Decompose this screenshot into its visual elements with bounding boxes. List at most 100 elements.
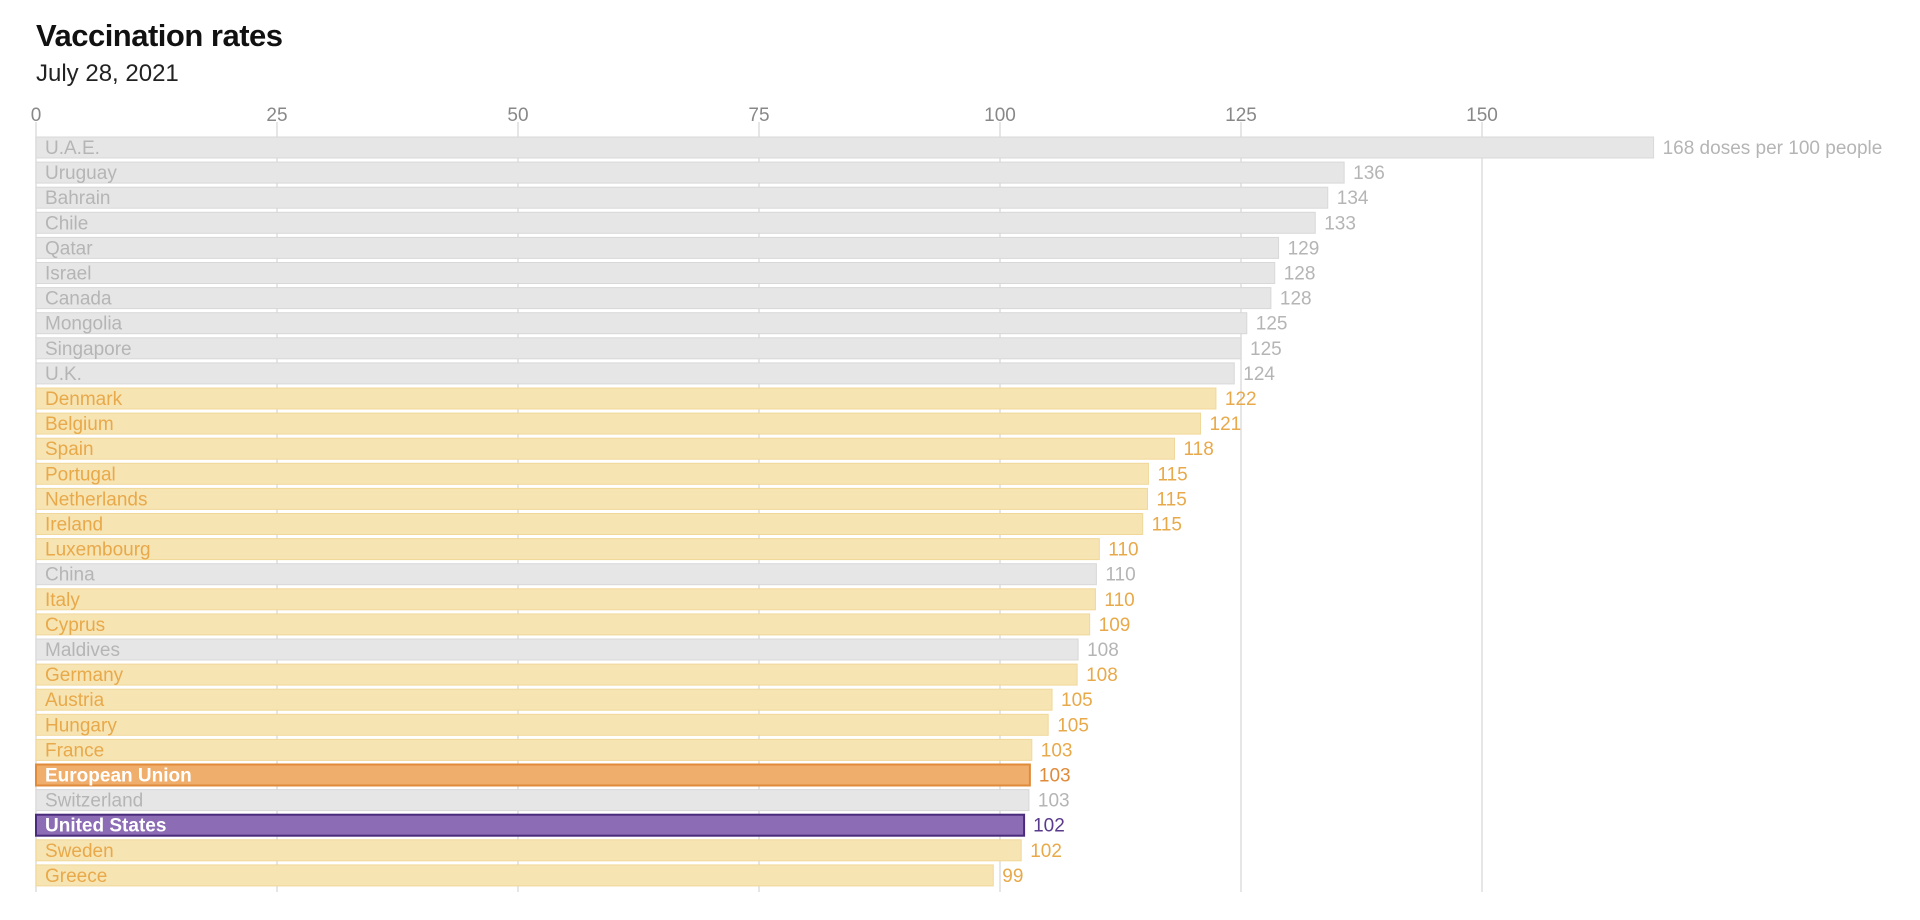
value-label: 102 <box>1030 841 1062 862</box>
value-label: 128 <box>1284 264 1316 285</box>
category-label: Singapore <box>45 339 132 360</box>
category-label: China <box>45 565 95 586</box>
value-label: 102 <box>1033 816 1065 837</box>
category-label: Qatar <box>45 238 93 259</box>
category-label: Luxembourg <box>45 540 151 561</box>
label-layer: U.A.E. 168 doses per 100 people Uruguay 136… <box>45 138 1882 887</box>
category-label: European Union <box>45 766 192 787</box>
value-label: 136 <box>1353 163 1385 184</box>
value-label: 108 <box>1087 640 1119 661</box>
value-label: 128 <box>1280 289 1312 310</box>
category-label: United States <box>45 816 166 837</box>
bar-denmark <box>35 387 1217 410</box>
bar-canada <box>35 287 1272 310</box>
value-label: 108 <box>1086 665 1118 686</box>
bar-greece <box>35 864 994 887</box>
chart-subtitle: July 28, 2021 <box>36 60 179 87</box>
category-label: Canada <box>45 289 112 310</box>
category-label: Chile <box>45 213 88 234</box>
category-label: Hungary <box>45 715 117 736</box>
bar-germany <box>35 663 1078 686</box>
category-label: Portugal <box>45 464 116 485</box>
category-label: Germany <box>45 665 124 686</box>
value-label: 122 <box>1225 389 1257 410</box>
bar-u-a-e <box>35 136 1655 159</box>
bar-portugal <box>35 462 1149 485</box>
value-label: 99 <box>1002 866 1023 887</box>
value-label: 109 <box>1099 615 1131 636</box>
bar-hungary <box>35 713 1049 736</box>
value-label: 110 <box>1108 540 1138 561</box>
bar-belgium <box>35 412 1202 435</box>
category-label: Bahrain <box>45 188 111 209</box>
value-label: 115 <box>1156 489 1186 510</box>
category-label: Austria <box>45 690 105 711</box>
bar-maldives <box>35 638 1079 661</box>
value-label: 121 <box>1210 414 1242 435</box>
value-label: 134 <box>1337 188 1369 209</box>
value-label: 105 <box>1061 690 1093 711</box>
x-tick-label: 125 <box>1225 105 1257 126</box>
bar-singapore <box>35 337 1242 360</box>
bar-france <box>35 738 1033 761</box>
value-label: 103 <box>1039 766 1071 787</box>
x-tick-label: 0 <box>31 105 42 126</box>
value-label: 168 doses per 100 people <box>1663 138 1883 159</box>
category-label: U.K. <box>45 364 82 385</box>
category-label: Israel <box>45 264 91 285</box>
value-label: 129 <box>1288 238 1320 259</box>
value-label: 110 <box>1105 565 1135 586</box>
bar-u-k <box>35 362 1235 385</box>
x-tick-label: 50 <box>507 105 528 126</box>
value-label: 115 <box>1152 515 1182 536</box>
bar-netherlands <box>35 487 1148 510</box>
category-label: Belgium <box>45 414 114 435</box>
bar-cyprus <box>35 613 1091 636</box>
category-label: Ireland <box>45 515 103 536</box>
category-label: U.A.E. <box>45 138 100 159</box>
bar-layer <box>35 136 1655 887</box>
category-label: Switzerland <box>45 791 143 812</box>
value-label: 105 <box>1057 715 1089 736</box>
bar-sweden <box>35 839 1022 862</box>
bar-european-union <box>35 763 1031 787</box>
bar-united-states <box>35 813 1026 837</box>
category-label: Maldives <box>45 640 120 661</box>
value-label: 118 <box>1183 439 1213 460</box>
chart-title: Vaccination rates <box>36 18 283 53</box>
category-label: Uruguay <box>45 163 117 184</box>
value-label: 103 <box>1038 791 1070 812</box>
category-label: Greece <box>45 866 107 887</box>
category-label: Mongolia <box>45 314 123 335</box>
value-label: 125 <box>1250 339 1282 360</box>
bar-austria <box>35 688 1053 711</box>
bar-luxembourg <box>35 538 1100 561</box>
bar-switzerland <box>35 789 1030 812</box>
value-label: 133 <box>1324 213 1356 234</box>
category-label: Sweden <box>45 841 114 862</box>
value-label: 125 <box>1256 314 1288 335</box>
bar-chile <box>35 211 1316 234</box>
value-label: 115 <box>1157 464 1187 485</box>
bar-china <box>35 563 1097 586</box>
value-label: 124 <box>1243 364 1275 385</box>
x-tick-label: 100 <box>984 105 1016 126</box>
category-label: France <box>45 740 104 761</box>
value-label: 110 <box>1104 590 1134 611</box>
category-label: Spain <box>45 439 94 460</box>
category-label: Netherlands <box>45 489 147 510</box>
category-label: Denmark <box>45 389 123 410</box>
value-label: 103 <box>1041 740 1073 761</box>
bar-italy <box>35 588 1096 611</box>
bar-bahrain <box>35 186 1329 209</box>
x-tick-label: 150 <box>1466 105 1498 126</box>
bar-israel <box>35 262 1276 284</box>
bar-qatar <box>35 236 1280 259</box>
x-tick-label: 75 <box>748 105 769 126</box>
bar-mongolia <box>35 312 1248 335</box>
bar-ireland <box>35 513 1144 535</box>
category-label: Cyprus <box>45 615 105 636</box>
category-label: Italy <box>45 590 80 611</box>
bar-uruguay <box>35 161 1345 184</box>
